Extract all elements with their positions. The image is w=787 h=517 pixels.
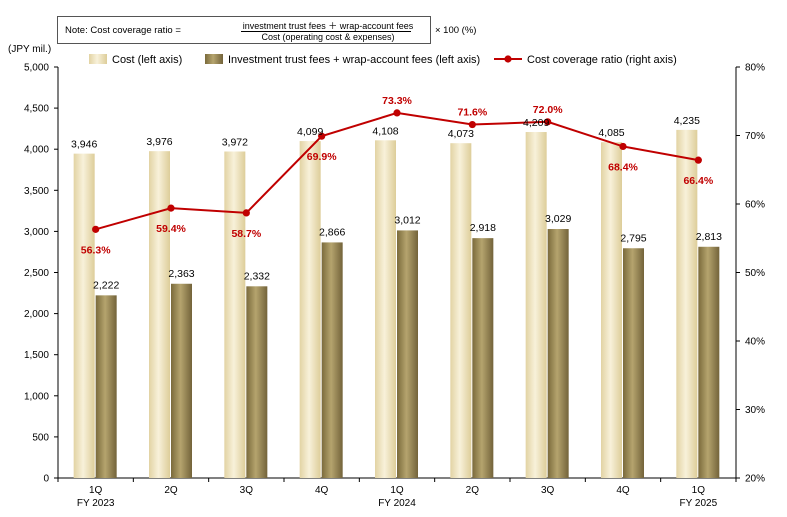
ratio-label: 59.4%	[156, 223, 186, 235]
x-tick-label: 1Q	[89, 485, 103, 496]
fees-bar	[397, 230, 418, 478]
fees-bar-label: 2,866	[319, 226, 345, 238]
note-suffix: × 100 (%)	[435, 25, 477, 36]
fiscal-year-label: FY 2025	[680, 498, 718, 509]
cost-bar-label: 4,235	[674, 115, 700, 127]
cost-bar	[525, 132, 547, 478]
cost-bar	[676, 129, 698, 478]
fees-bar-label: 2,332	[244, 270, 270, 282]
fees-bar	[698, 246, 720, 478]
formula-note: Note: Cost coverage ratio = investment t…	[57, 16, 476, 44]
y-axis-unit-label: (JPY mil.)	[8, 44, 51, 55]
ratio-label: 69.9%	[307, 151, 337, 163]
note-prefix: Note: Cost coverage ratio =	[65, 25, 181, 36]
cost-bar	[149, 151, 170, 479]
fees-bar	[246, 286, 268, 478]
cost-bar-label: 3,946	[71, 139, 97, 151]
ratio-point	[619, 142, 627, 151]
fees-bar	[321, 242, 343, 478]
fees-bar-label: 2,222	[93, 279, 119, 291]
cost-bar-label: 4,073	[448, 128, 474, 140]
legend-cost-label: Cost (left axis)	[112, 54, 182, 66]
right-tick-label: 50%	[745, 268, 765, 279]
fiscal-year-label: FY 2023	[77, 498, 115, 509]
legend-fees-swatch	[205, 54, 223, 64]
cost-bar-label: 4,099	[297, 126, 323, 138]
left-tick-label: 3,000	[24, 227, 49, 238]
x-tick-label: 3Q	[541, 485, 555, 496]
fiscal-year-label: FY 2024	[378, 498, 416, 509]
left-tick-label: 5,000	[24, 63, 49, 74]
fees-bar	[95, 295, 117, 478]
fees-bar	[472, 238, 494, 478]
right-tick-label: 60%	[745, 200, 765, 211]
x-tick-label: 4Q	[616, 485, 630, 496]
formula-numerator: investment trust fees ＋ wrap-account fee…	[242, 21, 414, 31]
cost-bar	[601, 142, 622, 478]
left-tick-label: 2,500	[24, 268, 49, 279]
right-tick-label: 20%	[745, 474, 765, 485]
fees-bar-label: 2,795	[620, 232, 646, 244]
x-tick-label: 3Q	[240, 485, 254, 496]
cost-bar-label: 4,209	[523, 117, 549, 129]
ratio-point	[544, 118, 552, 126]
fees-bar	[623, 248, 644, 478]
cost-bar-label: 4,108	[372, 125, 398, 137]
legend-fees-label: Investment trust fees + wrap-account fee…	[228, 54, 480, 66]
cost-bar	[299, 141, 321, 478]
legend-ratio-marker	[504, 55, 512, 63]
cost-bar-label: 3,972	[222, 137, 248, 149]
right-tick-label: 40%	[745, 337, 765, 348]
ratio-label: 66.4%	[683, 175, 713, 187]
ratio-point	[694, 156, 702, 164]
ratio-point	[92, 225, 100, 233]
cost-bar	[224, 151, 246, 479]
left-tick-label: 4,000	[24, 145, 49, 156]
left-tick-label: 1,500	[24, 350, 49, 361]
ratio-label: 58.7%	[231, 228, 261, 240]
left-tick-label: 0	[43, 474, 49, 485]
ratio-point	[393, 109, 401, 117]
ratio-label: 71.6%	[457, 107, 487, 119]
fees-bar-label: 2,918	[470, 222, 496, 234]
cost-bar	[73, 153, 95, 478]
left-tick-label: 1,000	[24, 391, 49, 402]
formula-denominator: Cost (operating cost & expenses)	[261, 32, 395, 42]
fraction-bar	[241, 31, 411, 32]
x-tick-label: 4Q	[315, 485, 329, 496]
cost-bar	[450, 143, 472, 478]
ratio-point	[242, 209, 250, 217]
fees-bar-label: 2,363	[168, 268, 194, 280]
x-tick-label: 1Q	[692, 485, 706, 496]
left-tick-label: 4,500	[24, 104, 49, 115]
fees-bar-label: 3,029	[545, 213, 571, 225]
x-tick-label: 2Q	[466, 485, 480, 496]
cost-bar-label: 3,976	[146, 136, 172, 148]
left-tick-label: 3,500	[24, 186, 49, 197]
legend-cost-swatch	[89, 54, 107, 64]
left-tick-label: 2,000	[24, 309, 49, 320]
x-tick-label: 1Q	[390, 485, 404, 496]
fees-bar-label: 2,813	[696, 231, 722, 243]
ratio-label: 72.0%	[533, 104, 563, 116]
x-tick-label: 2Q	[164, 485, 178, 496]
left-tick-label: 500	[32, 432, 49, 443]
fees-bar-label: 3,012	[394, 214, 420, 226]
fees-bar	[171, 283, 192, 478]
right-tick-label: 80%	[745, 63, 765, 74]
formula-fraction: investment trust fees ＋ wrap-account fee…	[227, 18, 429, 44]
ratio-point	[318, 132, 326, 140]
ratio-label: 73.3%	[382, 95, 412, 107]
ratio-label: 56.3%	[81, 244, 111, 256]
right-tick-label: 30%	[745, 405, 765, 416]
legend-ratio-label: Cost coverage ratio (right axis)	[527, 54, 677, 66]
cost-bar-label: 4,085	[598, 127, 624, 139]
ratio-point	[167, 204, 175, 212]
ratio-point	[468, 120, 476, 129]
fees-bar	[547, 229, 569, 478]
ratio-label: 68.4%	[608, 161, 638, 173]
cost-bar	[375, 140, 396, 479]
right-tick-label: 70%	[745, 131, 765, 142]
